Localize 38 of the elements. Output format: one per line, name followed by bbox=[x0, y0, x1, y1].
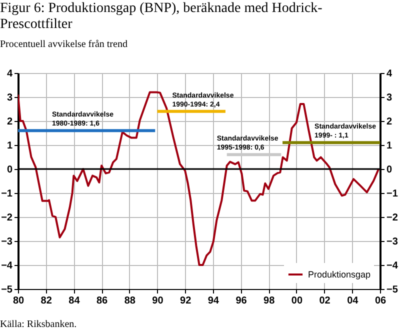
x-tick-label: 92 bbox=[180, 296, 192, 306]
x-tick-label: 86 bbox=[96, 296, 108, 306]
y-tick-label: 1 bbox=[6, 140, 13, 152]
x-tick-label: 82 bbox=[40, 296, 52, 306]
x-tick-label: 00 bbox=[291, 296, 303, 306]
y2-tick-label: −4 bbox=[386, 260, 398, 272]
y-tick-label: −1 bbox=[1, 188, 13, 200]
y-tick-label: 4 bbox=[6, 68, 13, 80]
x-tick-label: 84 bbox=[68, 296, 80, 306]
y2-tick-label: −1 bbox=[386, 188, 398, 200]
y2-tick-label: −3 bbox=[386, 236, 398, 248]
y2-tick-label: 0 bbox=[386, 164, 392, 176]
y2-tick-label: 3 bbox=[386, 92, 392, 104]
y-tick-label: −4 bbox=[1, 260, 13, 272]
chart-title: Figur 6: Produktionsgap (BNP), beräknade med Hodrick- Prescottfilter bbox=[0, 1, 323, 32]
y-axis-title: Procentuell avvikelse från trend bbox=[0, 39, 128, 50]
legend-label: Produktionsgap bbox=[308, 270, 371, 280]
x-tick-label: 80 bbox=[12, 296, 24, 306]
x-tick-label: 88 bbox=[124, 296, 136, 306]
x-tick-label: 06 bbox=[374, 296, 386, 306]
y2-tick-label: 1 bbox=[386, 140, 392, 152]
y2-tick-label: 4 bbox=[386, 68, 392, 80]
x-tick-label: 96 bbox=[236, 296, 248, 306]
y2-tick-label: −2 bbox=[386, 212, 398, 224]
x-tick-label: 02 bbox=[319, 296, 331, 306]
y2-tick-label: 2 bbox=[386, 116, 392, 128]
x-tick-label: 98 bbox=[264, 296, 276, 306]
text: Källa: Riksbanken. bbox=[0, 319, 77, 330]
y-tick-label: −3 bbox=[1, 236, 13, 248]
y-tick-label: −5 bbox=[1, 284, 13, 296]
y-tick-label: 2 bbox=[6, 116, 13, 128]
y2-tick-label: −5 bbox=[386, 284, 398, 296]
y-tick-label: 0 bbox=[6, 164, 13, 176]
x-tick-label: 04 bbox=[347, 296, 359, 306]
x-tick-label: 94 bbox=[208, 296, 220, 306]
y-tick-label: −2 bbox=[1, 212, 13, 224]
x-tick-label: 90 bbox=[152, 296, 164, 306]
y-tick-label: 3 bbox=[6, 92, 13, 104]
